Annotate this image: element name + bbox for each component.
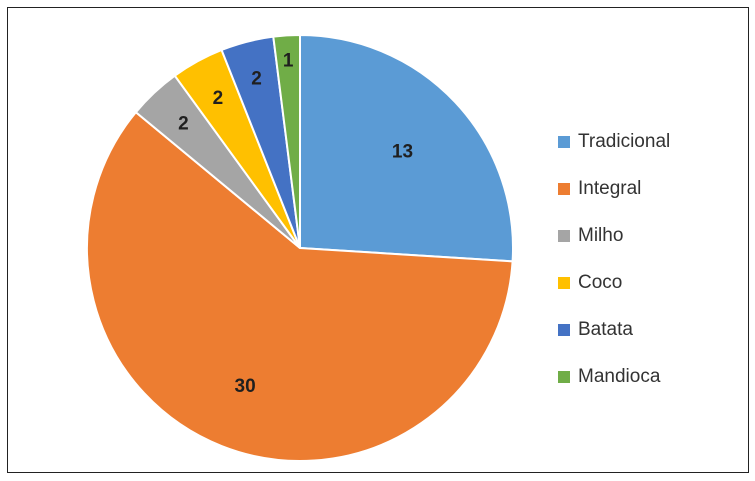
- pie-slice-integral: [86, 110, 514, 462]
- pie-slices: [86, 33, 514, 462]
- pie-slice-tradicional: [299, 33, 514, 263]
- data-label-tradicional: 13: [392, 141, 413, 162]
- legend-swatch-coco: [558, 276, 570, 289]
- legend-swatch-integral: [558, 182, 570, 195]
- data-label-milho: 2: [178, 113, 189, 134]
- legend-item-mandioca: Mandioca: [558, 353, 670, 400]
- legend-swatch-milho: [558, 229, 570, 242]
- legend-label-milho: Milho: [578, 224, 624, 246]
- data-label-coco: 2: [213, 88, 224, 109]
- legend: Tradicional Integral Milho Coco Batata M…: [558, 118, 670, 400]
- legend-item-batata: Batata: [558, 306, 670, 353]
- legend-label-mandioca: Mandioca: [578, 365, 661, 387]
- legend-label-integral: Integral: [578, 177, 642, 199]
- legend-label-coco: Coco: [578, 271, 623, 293]
- legend-swatch-mandioca: [558, 370, 570, 383]
- data-label-integral: 30: [235, 376, 256, 397]
- legend-swatch-batata: [558, 323, 570, 336]
- legend-item-milho: Milho: [558, 212, 670, 259]
- legend-item-integral: Integral: [558, 165, 670, 212]
- data-label-mandioca: 1: [283, 50, 294, 71]
- pie-slice-mandioca: [272, 33, 301, 249]
- legend-swatch-tradicional: [558, 135, 570, 148]
- legend-label-tradicional: Tradicional: [578, 130, 671, 152]
- legend-item-tradicional: Tradicional: [558, 118, 670, 165]
- data-label-batata: 2: [251, 68, 262, 89]
- legend-label-batata: Batata: [578, 318, 633, 340]
- legend-item-coco: Coco: [558, 259, 670, 306]
